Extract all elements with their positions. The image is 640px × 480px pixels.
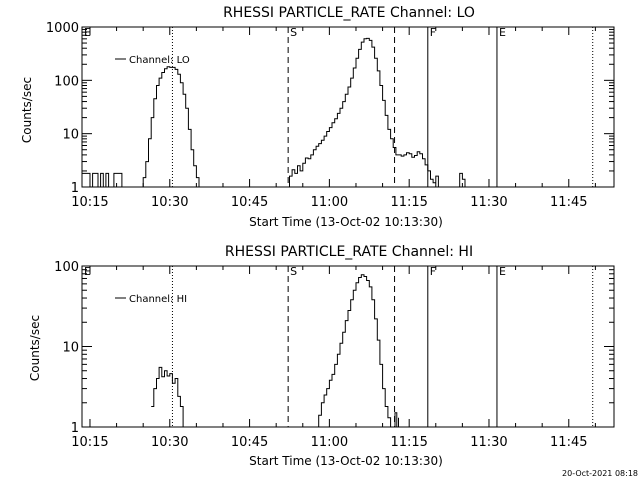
x-tick-label: 11:15 [390, 435, 427, 450]
legend: Channel: LO [115, 55, 190, 66]
plot-frame [81, 26, 615, 188]
series-line [393, 412, 399, 428]
marker-label: S [290, 265, 297, 278]
x-tick-label: 10:30 [151, 435, 188, 450]
data-series [82, 37, 466, 188]
x-tick-label: 11:45 [550, 195, 587, 210]
data-series [151, 274, 399, 428]
x-axis-label: Start Time (13-Oct-02 10:13:30) [249, 454, 443, 468]
x-axis-ticks: 10:15 10:30 10:45 11:00 11:15 11:30 11:45 [71, 266, 596, 450]
marker-label: E [84, 265, 91, 278]
x-tick-label: 11:00 [311, 195, 348, 210]
chart-title: RHESSI PARTICLE_RATE Channel: HI [225, 244, 473, 260]
plot-frame [81, 265, 615, 428]
x-axis-label: Start Time (13-Oct-02 10:13:30) [249, 215, 443, 229]
marker-label: S [290, 26, 297, 39]
x-tick-label: 10:15 [71, 435, 108, 450]
y-axis-ticks: 1 10 100 1000 [46, 21, 614, 196]
legend: Channel: HI [115, 294, 187, 305]
y-axis-ticks: 1 10 100 [54, 260, 614, 436]
panel-hi: RHESSI PARTICLE_RATE Channel: HI Counts/… [28, 244, 615, 468]
marker-label: E [499, 26, 506, 39]
y-axis-label: Counts/sec [20, 77, 34, 143]
y-tick-label: 100 [54, 260, 79, 275]
series-line [151, 366, 184, 427]
marker-label: E [499, 265, 506, 278]
x-tick-label: 11:00 [311, 435, 348, 450]
marker-label: F [430, 26, 436, 39]
chart-title: RHESSI PARTICLE_RATE Channel: LO [223, 5, 475, 21]
series-line [286, 37, 429, 188]
marker-label: E [84, 26, 91, 39]
x-tick-label: 10:45 [231, 195, 268, 210]
x-tick-label: 11:15 [390, 195, 427, 210]
legend-label: Channel: LO [129, 55, 190, 66]
x-tick-label: 11:30 [470, 195, 507, 210]
x-tick-label: 10:30 [151, 195, 188, 210]
x-axis-ticks: 10:15 10:30 10:45 11:00 11:15 11:30 11:45 [71, 27, 596, 210]
y-tick-label: 10 [62, 128, 79, 143]
series-line [82, 172, 123, 188]
x-tick-label: 11:45 [550, 435, 587, 450]
panel-lo: RHESSI PARTICLE_RATE Channel: LO Counts/… [20, 5, 615, 229]
series-line [457, 172, 466, 188]
x-tick-label: 10:15 [71, 195, 108, 210]
y-tick-label: 1000 [46, 21, 79, 36]
series-line [140, 66, 200, 188]
y-tick-label: 1 [71, 421, 79, 436]
series-line [316, 274, 394, 428]
y-axis-label: Counts/sec [28, 315, 42, 381]
y-tick-label: 10 [62, 341, 79, 356]
x-tick-label: 10:45 [231, 435, 268, 450]
y-tick-label: 100 [54, 74, 79, 89]
marker-label: F [430, 265, 436, 278]
legend-label: Channel: HI [129, 294, 187, 305]
x-tick-label: 11:30 [470, 435, 507, 450]
footer-timestamp: 20-Oct-2021 08:18 [562, 469, 638, 478]
series-line [427, 170, 439, 187]
y-tick-label: 1 [71, 181, 79, 196]
